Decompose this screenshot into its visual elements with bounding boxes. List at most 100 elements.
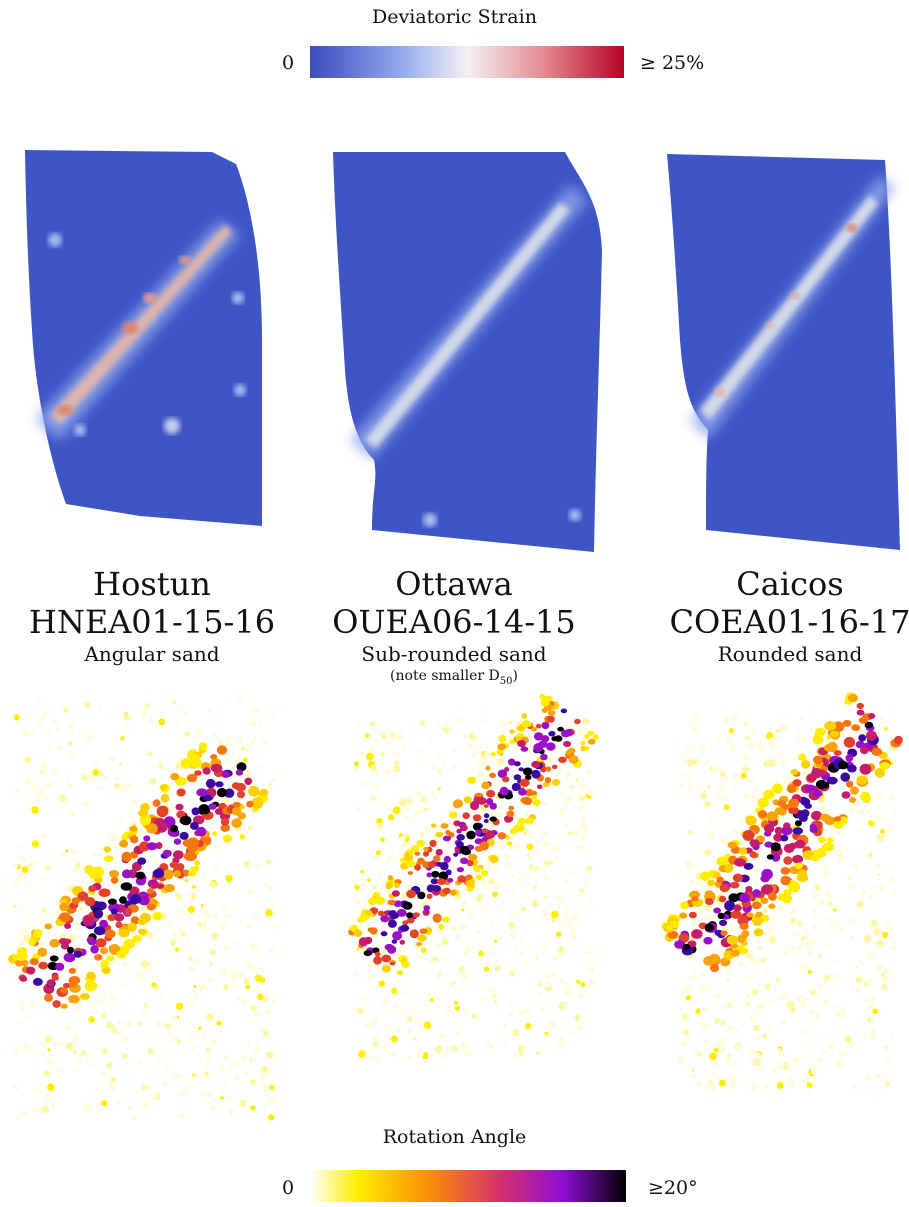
grain	[773, 833, 784, 842]
grain	[407, 799, 413, 805]
grain	[493, 999, 498, 1003]
grain	[881, 983, 888, 991]
grain	[49, 955, 59, 962]
grain	[701, 1006, 707, 1012]
grain	[783, 822, 791, 829]
grain	[432, 795, 438, 801]
grain	[826, 776, 838, 785]
grain	[509, 729, 515, 734]
grain	[100, 1012, 107, 1019]
grain	[751, 796, 757, 801]
grain	[58, 912, 71, 923]
grain	[268, 782, 273, 787]
grain	[873, 928, 882, 936]
grain	[807, 969, 812, 974]
grain	[553, 844, 560, 851]
grain	[225, 874, 233, 883]
grain	[800, 903, 807, 909]
grain	[212, 912, 219, 919]
grain	[729, 881, 740, 889]
grain	[808, 726, 813, 731]
grain	[166, 922, 173, 928]
grain	[536, 784, 543, 790]
grain	[706, 918, 710, 922]
grain	[565, 750, 571, 756]
grain	[753, 928, 764, 937]
grain	[234, 902, 238, 907]
grain	[889, 797, 895, 803]
grain	[174, 947, 180, 952]
grain	[558, 923, 563, 928]
grain	[132, 726, 136, 730]
rotation-colorbar-title: Rotation Angle	[382, 1126, 527, 1148]
grain	[147, 962, 151, 966]
grain	[560, 708, 568, 714]
grain	[398, 798, 407, 807]
grain	[667, 930, 679, 940]
grain	[103, 973, 108, 977]
grain	[246, 1043, 251, 1048]
grain	[837, 849, 845, 858]
grain	[564, 771, 572, 779]
grain	[508, 922, 516, 930]
grain	[525, 774, 532, 781]
rotation-colorbar-max-label: ≥20°	[648, 1177, 698, 1199]
grain	[778, 864, 783, 868]
grain	[567, 830, 573, 836]
grain	[368, 814, 373, 819]
grain	[205, 1060, 211, 1066]
grain	[533, 732, 544, 741]
grain	[469, 809, 475, 815]
grain	[57, 746, 64, 753]
grain	[250, 719, 257, 727]
grain	[177, 927, 183, 934]
grain	[757, 810, 768, 819]
grain	[170, 824, 179, 833]
grain	[122, 1053, 129, 1059]
grain	[403, 815, 408, 821]
grain	[445, 869, 452, 876]
grain	[429, 839, 437, 848]
grain	[730, 999, 735, 1004]
grain	[835, 1059, 844, 1067]
grain	[30, 784, 39, 792]
grain	[483, 819, 489, 823]
grain	[85, 781, 89, 785]
grain	[505, 861, 513, 869]
grain	[462, 1009, 468, 1015]
grain	[20, 959, 29, 967]
grain	[754, 788, 758, 793]
grain	[431, 885, 442, 892]
grain	[424, 825, 432, 833]
grain	[110, 908, 118, 915]
grain	[248, 943, 257, 951]
grain	[713, 907, 721, 914]
sample-label-caicos: Caicos COEA01-16-17 Rounded sand	[640, 565, 909, 667]
grain	[559, 1037, 565, 1043]
caicos-strain-map	[667, 154, 900, 550]
grain	[833, 750, 842, 756]
grain	[177, 914, 183, 920]
grain	[506, 810, 515, 818]
grain	[238, 921, 243, 925]
grain	[266, 1051, 274, 1059]
grain	[268, 1114, 275, 1121]
grain	[191, 807, 200, 816]
grain	[423, 1021, 432, 1029]
grain	[871, 1028, 878, 1034]
grain	[379, 760, 384, 764]
grain	[758, 946, 762, 951]
grain	[807, 950, 813, 956]
grain	[73, 921, 81, 928]
grain	[519, 951, 525, 957]
grain	[705, 1083, 713, 1092]
grain	[396, 908, 407, 917]
grain	[774, 826, 783, 835]
grain	[741, 841, 746, 846]
grain	[79, 906, 83, 911]
grain	[35, 792, 42, 799]
grain	[876, 872, 881, 877]
grain	[146, 842, 158, 851]
grain	[797, 731, 802, 736]
grain	[228, 1108, 235, 1116]
